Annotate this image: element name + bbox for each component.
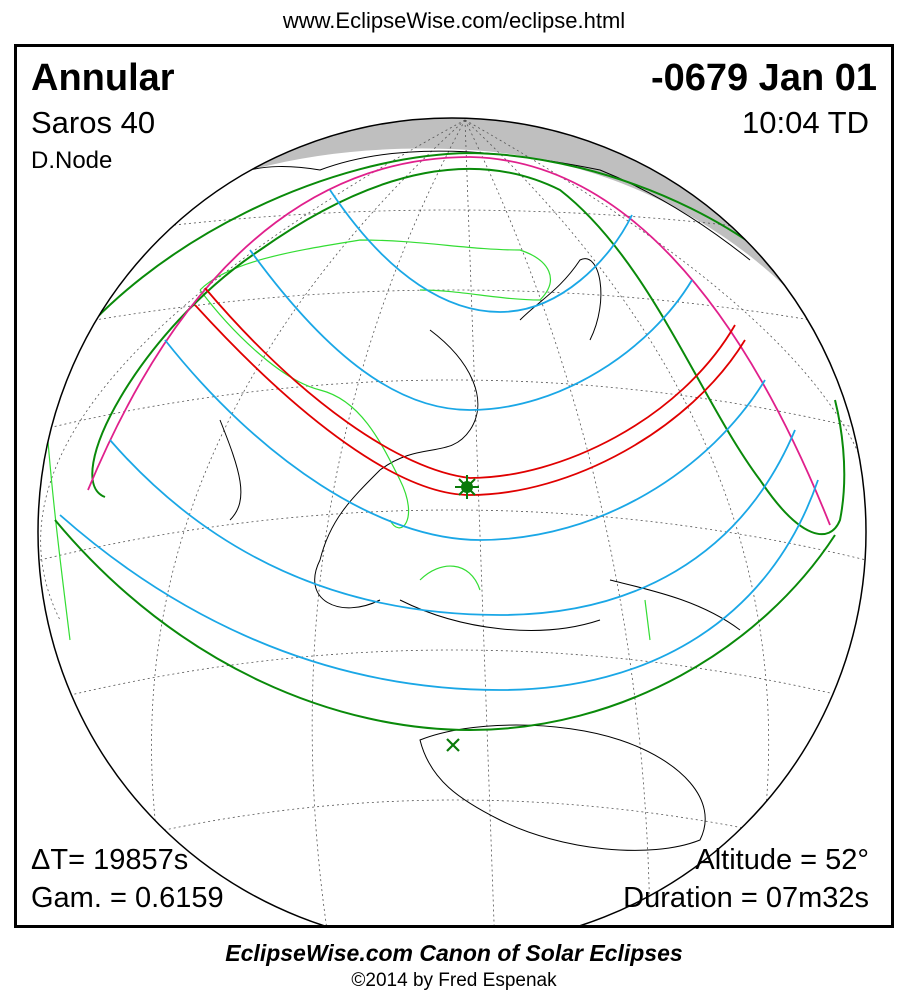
delta-t: ΔT= 19857s [31, 844, 189, 876]
saros-number: Saros 40 [31, 105, 156, 140]
canon-title: EclipseWise.com Canon of Solar Eclipses [225, 940, 683, 966]
duration: Duration = 07m32s [623, 882, 869, 914]
gamma: Gam. = 0.6159 [31, 882, 224, 914]
greatest-eclipse-star-icon [455, 475, 479, 499]
globe-outline [37, 117, 867, 925]
central-path [194, 287, 746, 496]
eclipse-map-frame: Annular -0679 Jan 01 Saros 40 10:04 TD D… [14, 44, 894, 928]
eclipse-type: Annular [31, 57, 175, 99]
rise-set-curve [87, 156, 831, 526]
penumbral-limit-loop [91, 167, 846, 536]
source-url: www.EclipseWise.com/eclipse.html [282, 8, 626, 33]
southern-limit-curve [54, 519, 836, 732]
globe-map [37, 117, 867, 925]
copyright: ©2014 by Fred Espenak [351, 970, 557, 991]
globe [38, 118, 866, 925]
node-label: D.Node [31, 147, 113, 174]
eclipse-time: 10:04 TD [742, 105, 869, 140]
graticule [39, 119, 866, 925]
greatest-duration-x-icon [446, 738, 460, 752]
altitude: Altitude = 52° [695, 844, 869, 876]
eclipse-date: -0679 Jan 01 [650, 57, 877, 99]
magnitude-curves [59, 189, 819, 691]
